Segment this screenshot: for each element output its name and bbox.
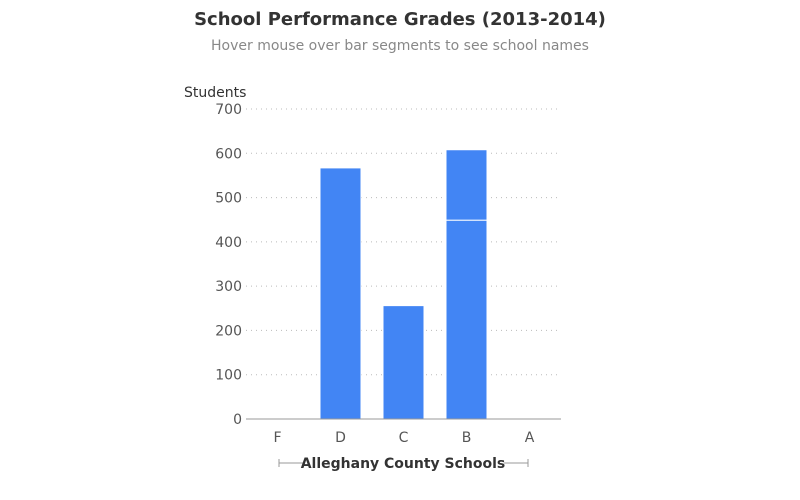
- y-tick-label-100: 100: [215, 368, 242, 384]
- chart-subtitle: Hover mouse over bar segments to see sch…: [211, 38, 589, 54]
- y-axis-label: Students: [184, 85, 246, 101]
- y-tick-label-0: 0: [233, 412, 242, 428]
- x-tick-label-C: C: [399, 430, 409, 446]
- y-tick-label-300: 300: [215, 279, 242, 295]
- x-axis-label: Alleghany County Schools: [301, 456, 506, 472]
- x-tick-label-F: F: [273, 430, 281, 446]
- bar-C-segment-1[interactable]: [382, 305, 425, 420]
- y-axis-ticks: 0 100 200 300 400 500 600 700: [215, 102, 242, 428]
- bar-B-segment-2[interactable]: [445, 149, 488, 221]
- bar-B-segment-1[interactable]: [445, 219, 488, 420]
- bars: [319, 149, 488, 420]
- y-tick-label-700: 700: [215, 102, 242, 118]
- chart-title: School Performance Grades (2013-2014): [194, 9, 606, 30]
- x-tick-label-A: A: [525, 430, 535, 446]
- y-tick-label-500: 500: [215, 191, 242, 207]
- x-tick-label-B: B: [462, 430, 472, 446]
- x-tick-label-D: D: [335, 430, 346, 446]
- y-tick-label-400: 400: [215, 235, 242, 251]
- y-tick-label-600: 600: [215, 146, 242, 162]
- bar-D-segment-1[interactable]: [319, 167, 362, 420]
- x-axis-title-group: Alleghany County Schools: [278, 456, 529, 472]
- y-tick-label-200: 200: [215, 323, 242, 339]
